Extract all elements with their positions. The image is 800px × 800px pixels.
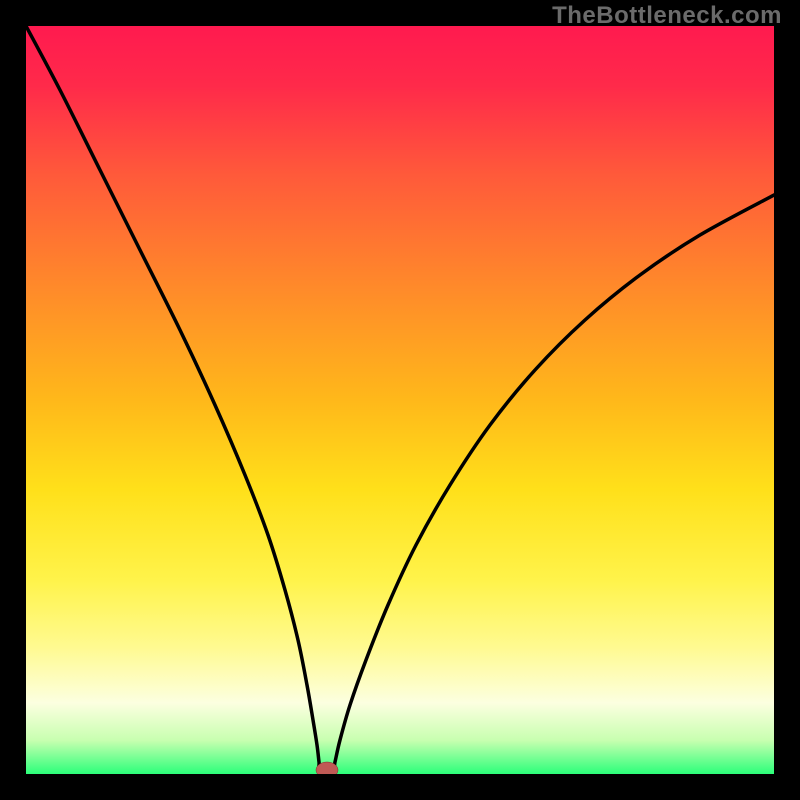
chart-root: TheBottleneck.com bbox=[0, 0, 800, 800]
gradient-background bbox=[26, 26, 774, 774]
bottleneck-chart bbox=[0, 0, 800, 800]
